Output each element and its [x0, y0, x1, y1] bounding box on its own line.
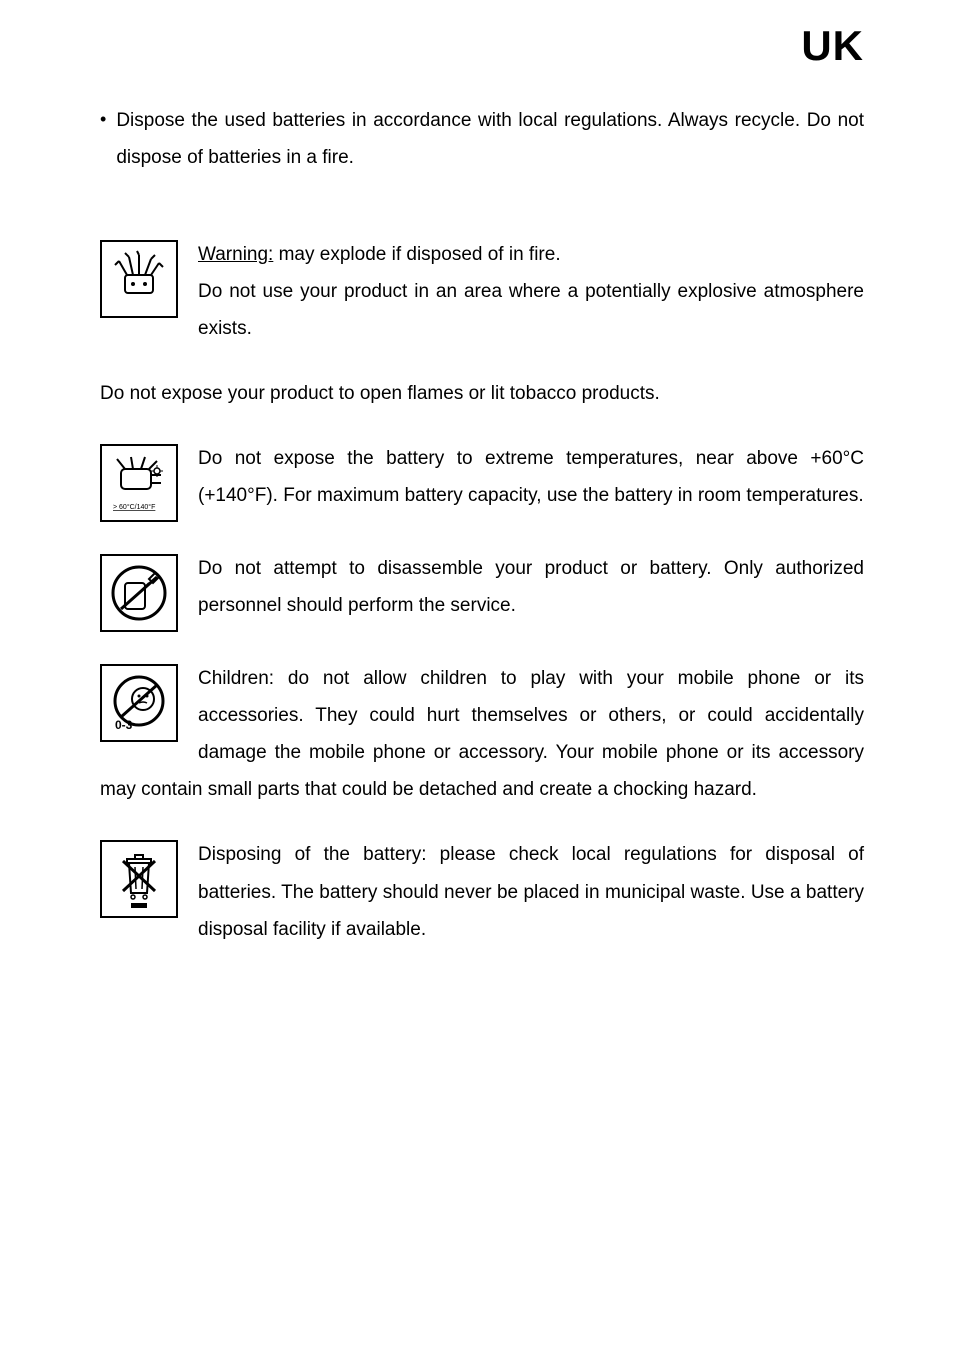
temperature-text: Do not expose the battery to extreme tem… [198, 448, 864, 506]
disposal-text: Disposing of the battery: please check l… [198, 844, 864, 939]
children-text: Children: do not allow children to play … [100, 668, 864, 800]
warning-line2: Do not use your product in an area where… [198, 281, 864, 339]
disposal-paragraph: Disposing of the battery: please check l… [100, 836, 864, 947]
warning-text: may explode if disposed of in fire. [273, 244, 560, 265]
children-warning-icon: 0-3 [100, 664, 178, 742]
svg-text:> 60°C/140°F: > 60°C/140°F [113, 503, 155, 511]
temperature-icon: > 60°C/140°F [100, 444, 178, 522]
no-disassemble-icon [100, 554, 178, 632]
warning-paragraph: Warning: may explode if disposed of in f… [100, 236, 864, 347]
warning-label: Warning: [198, 244, 273, 265]
disassemble-paragraph: Do not attempt to disassemble your produ… [100, 550, 864, 632]
battery-disposal-icon [100, 840, 178, 918]
temperature-paragraph: > 60°C/140°F Do not expose the battery t… [100, 440, 864, 522]
page-content: • Dispose the used batteries in accordan… [100, 102, 864, 948]
bullet-text: Dispose the used batteries in accordance… [116, 102, 864, 176]
warning-section: Warning: may explode if disposed of in f… [100, 236, 864, 412]
disassemble-text: Do not attempt to disassemble your produ… [198, 558, 864, 616]
explosion-icon [100, 240, 178, 318]
region-label: UK [801, 22, 864, 70]
bullet-marker: • [100, 102, 106, 176]
bullet-item: • Dispose the used batteries in accordan… [100, 102, 864, 176]
children-paragraph: 0-3 Children: do not allow children to p… [100, 660, 864, 808]
svg-text:0-3: 0-3 [115, 718, 133, 732]
warning-after-line: Do not expose your product to open flame… [100, 375, 864, 412]
